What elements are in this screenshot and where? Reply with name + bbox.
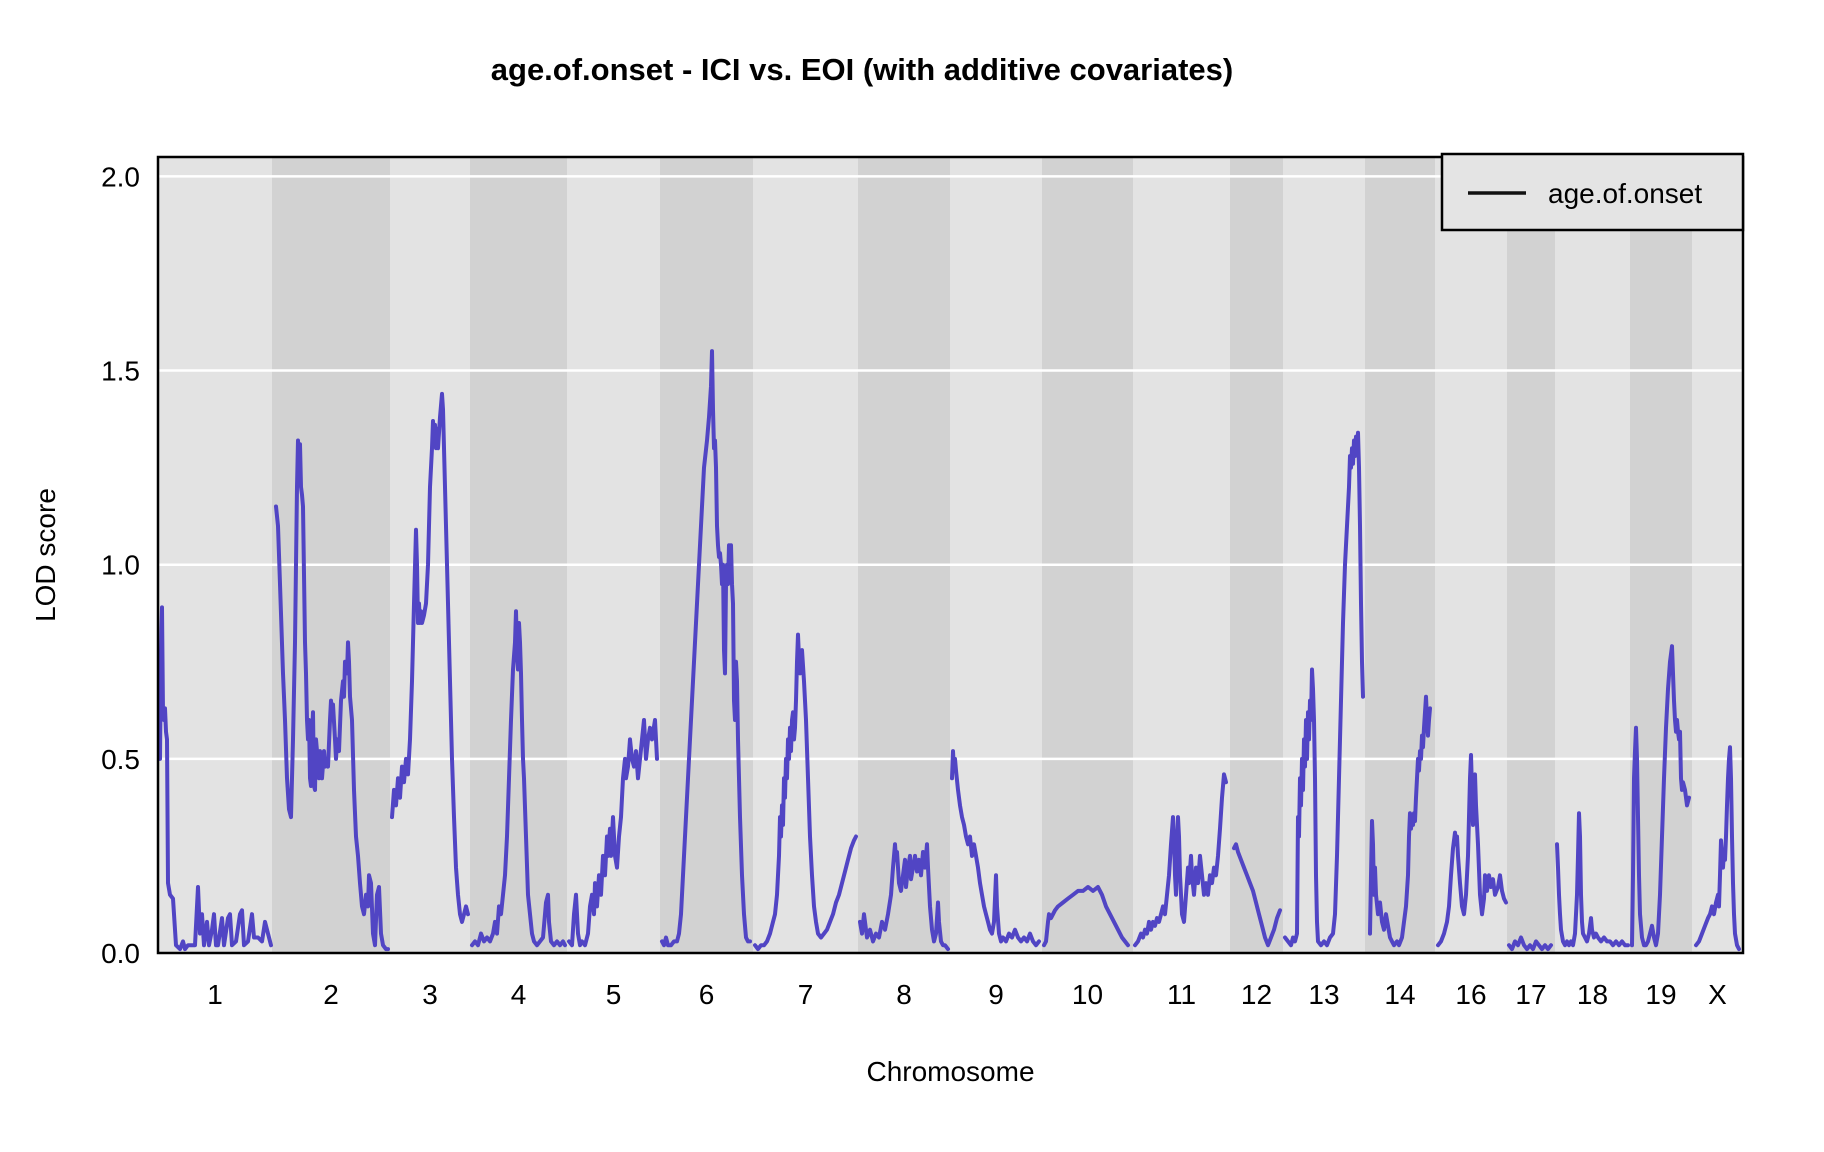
chrom-band-17 xyxy=(1507,157,1555,953)
x-tick-label-3: 3 xyxy=(422,979,438,1010)
lod-curve-chrX xyxy=(1694,745,1741,952)
chrom-band-12 xyxy=(1230,157,1283,953)
y-tick-label-1.5: 1.5 xyxy=(101,356,140,387)
x-tick-label-18: 18 xyxy=(1577,979,1608,1010)
lod-curve-chr6 xyxy=(660,349,752,948)
x-axis-title: Chromosome xyxy=(866,1056,1035,1087)
x-tick-label-X: X xyxy=(1708,979,1727,1010)
x-tick-label-2: 2 xyxy=(323,979,339,1010)
legend-label: age.of.onset xyxy=(1548,178,1702,209)
lod-curve-chr18 xyxy=(1555,811,1630,948)
x-tick-label-7: 7 xyxy=(798,979,814,1010)
x-tick-label-14: 14 xyxy=(1384,979,1415,1010)
x-tick-label-17: 17 xyxy=(1515,979,1546,1010)
x-tick-label-8: 8 xyxy=(896,979,912,1010)
chrom-band-X xyxy=(1692,157,1743,953)
lod-curve-chr8 xyxy=(858,842,950,952)
chart-title: age.of.onset - ICI vs. EOI (with additiv… xyxy=(490,52,1234,87)
chrom-band-13 xyxy=(1283,157,1365,953)
lod-curve-chr10 xyxy=(1042,885,1130,948)
lod-curve-chr17 xyxy=(1507,935,1553,952)
panel-border xyxy=(156,155,1745,955)
lod-curve-chr4 xyxy=(470,609,567,948)
chrom-band-18 xyxy=(1555,157,1630,953)
lod-curve-chr13 xyxy=(1283,430,1365,948)
chrom-band-7 xyxy=(753,157,858,953)
lod-curve-chr1 xyxy=(158,605,273,952)
lod-curve-chr3 xyxy=(390,391,470,924)
lod-curve-chr2 xyxy=(274,438,390,952)
y-tick-label-0.0: 0.0 xyxy=(101,938,140,969)
chrom-band-2 xyxy=(272,157,390,953)
x-tick-label-13: 13 xyxy=(1308,979,1339,1010)
x-tick-label-5: 5 xyxy=(606,979,622,1010)
chrom-band-10 xyxy=(1042,157,1133,953)
lod-curve-chr11 xyxy=(1133,772,1228,948)
lod-curve-chr9 xyxy=(950,749,1041,948)
x-tick-label-11: 11 xyxy=(1167,979,1196,1010)
x-tick-label-10: 10 xyxy=(1072,979,1103,1010)
lod-curve-chr14 xyxy=(1368,694,1432,948)
lod-curve-chr19 xyxy=(1630,644,1691,948)
x-tick-label-4: 4 xyxy=(511,979,527,1010)
chrom-band-6 xyxy=(660,157,753,953)
lod-curve-chr16 xyxy=(1436,753,1508,948)
chrom-band-4 xyxy=(470,157,567,953)
x-tick-label-9: 9 xyxy=(988,979,1004,1010)
y-tick-label-1.0: 1.0 xyxy=(101,550,140,581)
x-tick-label-1: 1 xyxy=(207,979,223,1010)
chrom-band-8 xyxy=(858,157,950,953)
lod-curve-chr7 xyxy=(753,632,858,952)
y-tick-label-2.0: 2.0 xyxy=(101,161,140,192)
chrom-band-1 xyxy=(158,157,272,953)
x-tick-label-19: 19 xyxy=(1645,979,1676,1010)
chrom-band-14 xyxy=(1365,157,1435,953)
lod-curve-chr12 xyxy=(1232,842,1282,948)
x-tick-label-16: 16 xyxy=(1455,979,1486,1010)
chrom-band-16 xyxy=(1435,157,1507,953)
y-tick-label-0.5: 0.5 xyxy=(101,744,140,775)
lod-curve-chr5 xyxy=(567,718,659,948)
x-tick-label-6: 6 xyxy=(699,979,715,1010)
chrom-band-11 xyxy=(1133,157,1230,953)
chrom-band-9 xyxy=(950,157,1042,953)
x-tick-label-12: 12 xyxy=(1241,979,1272,1010)
